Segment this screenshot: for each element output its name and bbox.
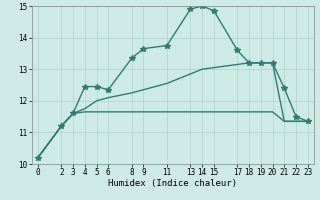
X-axis label: Humidex (Indice chaleur): Humidex (Indice chaleur): [108, 179, 237, 188]
